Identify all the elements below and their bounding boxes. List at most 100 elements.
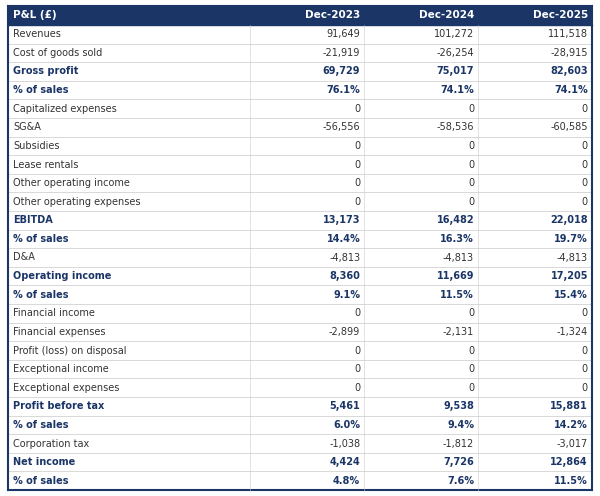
Text: 9.4%: 9.4% — [447, 420, 474, 430]
Text: 16,482: 16,482 — [436, 215, 474, 225]
Text: Other operating income: Other operating income — [13, 178, 130, 188]
Bar — [250, 416, 364, 434]
Text: 0: 0 — [582, 160, 588, 170]
Text: Capitalized expenses: Capitalized expenses — [13, 104, 117, 114]
Text: 22,018: 22,018 — [550, 215, 588, 225]
Text: 7,726: 7,726 — [443, 457, 474, 467]
Text: Lease rentals: Lease rentals — [13, 160, 79, 170]
Bar — [364, 211, 478, 230]
Text: EBITDA: EBITDA — [13, 215, 53, 225]
Bar — [250, 81, 364, 99]
Text: Dec-2023: Dec-2023 — [305, 10, 360, 20]
Bar — [8, 341, 250, 360]
Bar — [8, 81, 250, 99]
Bar — [478, 174, 592, 192]
Bar — [364, 230, 478, 248]
Text: -4,813: -4,813 — [443, 252, 474, 262]
Bar — [250, 248, 364, 267]
Text: -1,812: -1,812 — [443, 438, 474, 448]
Text: -2,131: -2,131 — [443, 327, 474, 337]
Text: 0: 0 — [354, 104, 360, 114]
Bar — [8, 25, 250, 44]
Text: 9,538: 9,538 — [443, 401, 474, 411]
Text: 4,424: 4,424 — [329, 457, 360, 467]
Text: Operating income: Operating income — [13, 271, 112, 281]
Text: Financial expenses: Financial expenses — [13, 327, 106, 337]
Text: 0: 0 — [354, 309, 360, 318]
Bar — [364, 155, 478, 174]
Text: 0: 0 — [354, 141, 360, 151]
Text: 0: 0 — [582, 309, 588, 318]
Bar — [478, 25, 592, 44]
Text: 0: 0 — [468, 383, 474, 393]
Text: Revenues: Revenues — [13, 29, 61, 39]
Bar — [478, 118, 592, 136]
Bar — [250, 453, 364, 471]
Text: Exceptional income: Exceptional income — [13, 364, 109, 374]
Text: 74.1%: 74.1% — [440, 85, 474, 95]
Bar — [8, 322, 250, 341]
Text: 0: 0 — [582, 141, 588, 151]
Text: 0: 0 — [582, 104, 588, 114]
Bar — [364, 44, 478, 62]
Bar — [364, 118, 478, 136]
Bar — [250, 99, 364, 118]
Bar — [8, 378, 250, 397]
Text: Gross profit: Gross profit — [13, 66, 79, 76]
Text: 11.5%: 11.5% — [440, 290, 474, 300]
Text: 13,173: 13,173 — [323, 215, 360, 225]
Bar — [250, 118, 364, 136]
Bar — [250, 341, 364, 360]
Bar — [8, 230, 250, 248]
Bar — [478, 99, 592, 118]
Text: 0: 0 — [354, 383, 360, 393]
Bar — [8, 434, 250, 453]
Bar — [478, 453, 592, 471]
Text: 9.1%: 9.1% — [333, 290, 360, 300]
Text: 6.0%: 6.0% — [333, 420, 360, 430]
Text: -21,919: -21,919 — [323, 48, 360, 58]
Bar — [250, 304, 364, 322]
Text: 15.4%: 15.4% — [554, 290, 588, 300]
Bar — [364, 416, 478, 434]
Bar — [250, 136, 364, 155]
Bar — [364, 62, 478, 81]
Bar — [478, 44, 592, 62]
Bar — [364, 267, 478, 285]
Text: 0: 0 — [354, 346, 360, 356]
Bar — [8, 99, 250, 118]
Bar — [8, 285, 250, 304]
Text: Net income: Net income — [13, 457, 75, 467]
Text: 0: 0 — [354, 364, 360, 374]
Bar — [364, 322, 478, 341]
Text: -2,899: -2,899 — [329, 327, 360, 337]
Text: 0: 0 — [582, 383, 588, 393]
Bar — [478, 341, 592, 360]
Text: Dec-2025: Dec-2025 — [533, 10, 588, 20]
Bar — [478, 62, 592, 81]
Bar — [8, 211, 250, 230]
Text: 16.3%: 16.3% — [440, 234, 474, 244]
Text: % of sales: % of sales — [13, 85, 68, 95]
Text: 7.6%: 7.6% — [447, 476, 474, 486]
Bar — [478, 416, 592, 434]
Bar — [478, 471, 592, 490]
Text: 0: 0 — [582, 346, 588, 356]
Text: 0: 0 — [468, 141, 474, 151]
Text: -1,324: -1,324 — [557, 327, 588, 337]
Bar — [364, 360, 478, 378]
Text: 0: 0 — [468, 309, 474, 318]
Bar — [8, 62, 250, 81]
Bar — [364, 136, 478, 155]
Text: Subsidies: Subsidies — [13, 141, 59, 151]
Text: % of sales: % of sales — [13, 290, 68, 300]
Bar — [8, 118, 250, 136]
Bar — [250, 192, 364, 211]
Bar — [364, 99, 478, 118]
Text: -4,813: -4,813 — [557, 252, 588, 262]
Bar — [364, 81, 478, 99]
Bar — [250, 155, 364, 174]
Text: 14.2%: 14.2% — [554, 420, 588, 430]
Text: 82,603: 82,603 — [550, 66, 588, 76]
Bar — [8, 397, 250, 416]
